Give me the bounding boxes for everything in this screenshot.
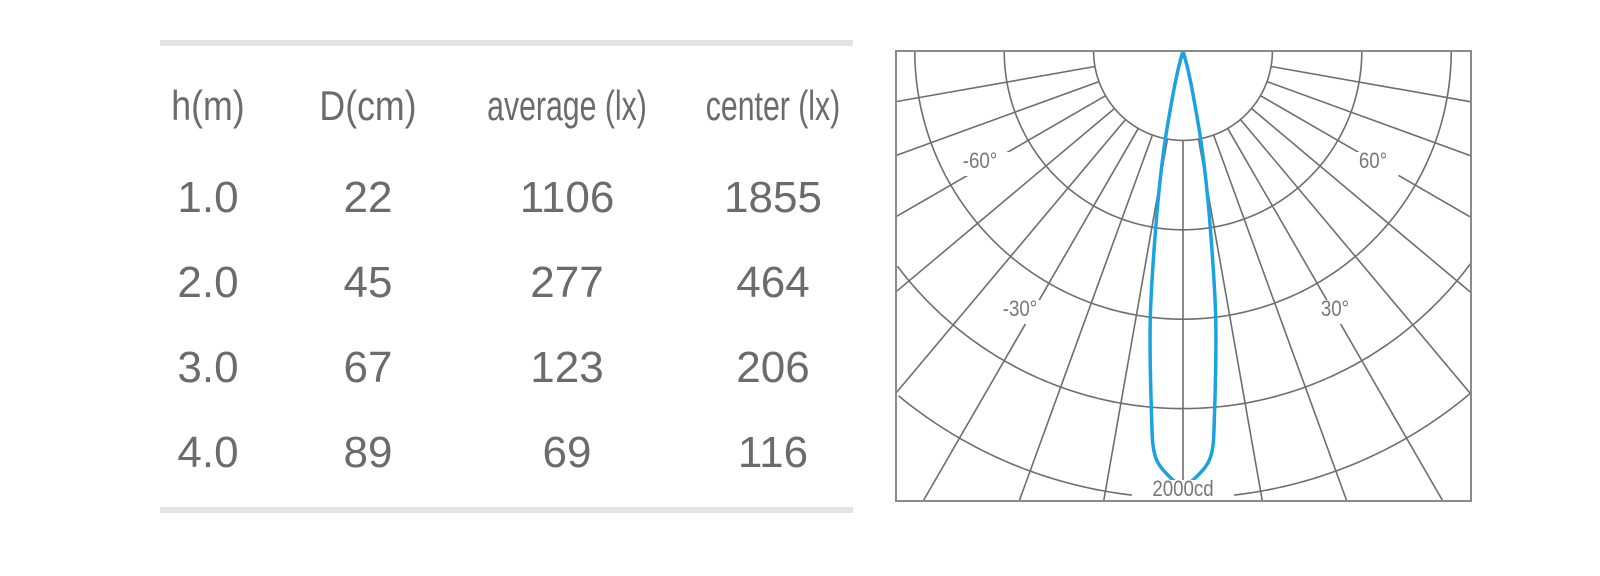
grid-spoke — [1239, 118, 1472, 395]
table-cell: 45 — [343, 258, 393, 307]
table-top-rule — [160, 40, 853, 46]
grid-ring — [1092, 51, 1274, 142]
illuminance-table: h(m) D(cm) average (lx) center (lx) 1.0 2… — [160, 60, 853, 500]
angle-label-60: 60° — [1359, 150, 1387, 174]
grid-spoke — [895, 118, 1127, 394]
table-cell: 123 — [530, 343, 604, 392]
header-height: h(m) — [171, 82, 245, 129]
table-row: 3.0 67 123 206 — [160, 325, 853, 410]
header-center: center (lx) — [705, 82, 841, 129]
label-background — [1347, 152, 1399, 176]
grid-spoke — [1212, 134, 1348, 502]
header-average: average (lx) — [487, 82, 647, 129]
header-diameter: D(cm) — [319, 82, 417, 129]
table-cell: 69 — [542, 428, 592, 477]
label-background — [1309, 300, 1361, 324]
table-body: 1.0 22 1106 1855 2.0 45 277 464 3.0 67 123 206 4.0 89… — [160, 155, 853, 495]
grid-spoke — [895, 80, 1100, 157]
grid-spoke — [895, 65, 1096, 103]
angle-label-minus-60: -60° — [963, 150, 997, 174]
table-cell: 1.0 — [177, 173, 239, 222]
table-cell: 206 — [736, 343, 810, 392]
grid-spoke — [1266, 80, 1472, 157]
polar-intensity-diagram: -60° 60° -30° 30° 2000cd — [895, 50, 1472, 502]
table-cell: 4.0 — [177, 428, 239, 477]
table-cell: 116 — [737, 428, 809, 477]
grid-spoke — [1270, 65, 1472, 103]
table-cell: 2.0 — [177, 258, 239, 307]
table-cell: 89 — [343, 428, 393, 477]
table-header-row: h(m) D(cm) average (lx) center (lx) — [160, 60, 853, 155]
table-row: 4.0 89 69 116 — [160, 410, 853, 495]
radial-scale-label: 2000cd — [1152, 478, 1213, 502]
table-cell: 22 — [343, 173, 393, 222]
table-row: 1.0 22 1106 1855 — [160, 155, 853, 240]
label-background — [1132, 480, 1234, 502]
label-background — [946, 152, 1014, 176]
table-row: 2.0 45 277 464 — [160, 240, 853, 325]
angle-label-30: 30° — [1321, 298, 1349, 322]
label-background — [986, 300, 1054, 324]
table-cell: 464 — [736, 258, 810, 307]
table-cell: 1106 — [519, 173, 615, 222]
table-cell: 1855 — [724, 173, 822, 222]
grid-spoke — [1018, 134, 1154, 502]
table-cell: 3.0 — [177, 343, 239, 392]
grid-ring — [896, 263, 1472, 410]
table-cell: 67 — [343, 343, 393, 392]
diagram-frame — [895, 50, 1472, 502]
table-bottom-rule — [160, 507, 853, 513]
grid-spoke — [895, 107, 1116, 293]
grid-spoke — [1250, 107, 1472, 294]
table-cell: 277 — [530, 258, 604, 307]
angle-label-minus-30: -30° — [1003, 298, 1037, 322]
